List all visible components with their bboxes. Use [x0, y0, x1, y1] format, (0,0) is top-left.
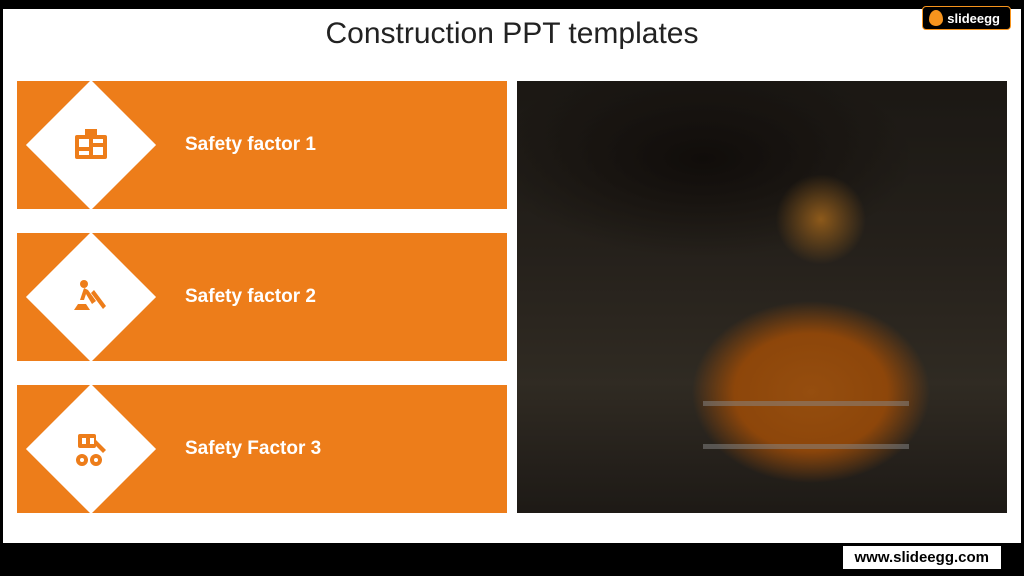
blueprint-icon — [71, 125, 111, 165]
factor-label: Safety factor 2 — [185, 286, 316, 308]
factors-column: Safety factor 1 Safety factor 2 — [17, 81, 507, 513]
footer-url: www.slideegg.com — [843, 546, 1001, 569]
factor-label: Safety Factor 3 — [185, 438, 321, 460]
digging-icon — [70, 276, 112, 318]
slide-title: Construction PPT templates — [3, 17, 1021, 51]
machinery-icon — [70, 428, 112, 470]
factor-card-3: Safety Factor 3 — [17, 385, 507, 513]
vest-stripe — [703, 444, 909, 449]
factor-card-1: Safety factor 1 — [17, 81, 507, 209]
factor-label: Safety factor 1 — [185, 134, 316, 156]
diamond-badge — [26, 232, 156, 362]
hero-image — [517, 81, 1007, 513]
vest-stripe — [703, 401, 909, 406]
diamond-badge — [26, 80, 156, 210]
diamond-badge — [26, 384, 156, 514]
factor-card-2: Safety factor 2 — [17, 233, 507, 361]
top-border-bar — [3, 3, 1021, 9]
slide-frame: slideegg Construction PPT templates Safe… — [0, 0, 1024, 576]
